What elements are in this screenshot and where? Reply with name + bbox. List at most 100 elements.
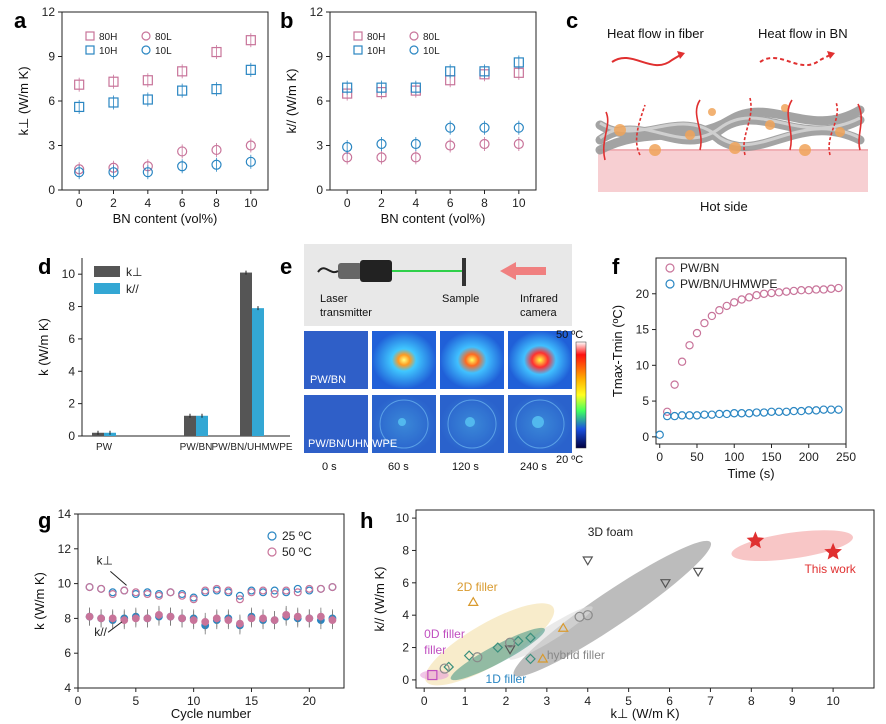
data-point-10L bbox=[74, 167, 85, 178]
data-point-10L bbox=[513, 122, 524, 133]
scale-max-label: 50 ºC bbox=[556, 329, 583, 341]
x-tick-label: 5 bbox=[132, 694, 139, 708]
data-point-10H bbox=[177, 85, 188, 96]
bn-arrowhead bbox=[827, 51, 835, 59]
y-tick-label: 9 bbox=[48, 50, 55, 64]
y-axis-title: Tmax-Tmin (ºC) bbox=[610, 305, 625, 397]
data-point-PW/BN bbox=[834, 283, 843, 293]
legend-marker-PW/BN/UHMWPE bbox=[665, 279, 675, 289]
data-point-80L bbox=[479, 138, 490, 150]
y-tick-label: 12 bbox=[310, 5, 324, 19]
data-point-hybrid filler bbox=[472, 652, 483, 663]
legend-marker-10H bbox=[85, 45, 95, 55]
thermal-pwbn-240s bbox=[508, 331, 572, 389]
data-point-10L bbox=[108, 167, 119, 178]
y-tick-label: 0 bbox=[316, 183, 323, 197]
data-point-PW/BN bbox=[744, 293, 754, 302]
data-point-10L bbox=[410, 138, 421, 150]
data-point-50 ºC k// bbox=[85, 612, 94, 621]
plot-frame bbox=[655, 257, 847, 445]
data-point-10H bbox=[245, 64, 256, 75]
x-tick-label: 8 bbox=[748, 694, 755, 708]
bn-particles bbox=[614, 104, 845, 156]
data-point-PW/BN bbox=[789, 286, 799, 296]
data-point-PW/BN/UHMWPE bbox=[700, 410, 709, 419]
region-2D filler bbox=[424, 603, 555, 686]
x-tick-label: 6 bbox=[179, 196, 186, 210]
data-point-80H bbox=[74, 79, 85, 90]
y-axis-title: k (W/m K) bbox=[36, 318, 51, 376]
category-label: PW/BN/UHMWPE bbox=[211, 442, 292, 453]
x-tick-label: 4 bbox=[412, 196, 419, 210]
y-tick-label: 3 bbox=[48, 139, 55, 153]
x-tick-label: 1 bbox=[462, 694, 469, 708]
legend-label-PW/BN: PW/BN bbox=[680, 261, 719, 275]
legend-label-10L: 10L bbox=[423, 46, 440, 57]
group-label-3D foam: 3D foam bbox=[588, 525, 633, 539]
data-point-PW/BN bbox=[759, 289, 769, 298]
laser-label: Laser bbox=[320, 293, 348, 305]
data-point-50 ºC k⊥ bbox=[224, 586, 233, 595]
data-point-0D filler bbox=[427, 669, 438, 681]
legend-label-25 ºC: 25 ºC bbox=[282, 529, 312, 543]
data-point-hybrid filler bbox=[504, 637, 516, 648]
scale-min-label: 20 ºC bbox=[556, 454, 583, 466]
panel-label-e: e bbox=[280, 254, 292, 279]
hot-side-substrate bbox=[598, 150, 868, 192]
data-point-PW/BN/UHMWPE bbox=[767, 407, 776, 417]
legend-marker-10L bbox=[409, 45, 419, 55]
x-axis-title: Cycle number bbox=[171, 706, 252, 721]
panel-label-b: b bbox=[280, 8, 293, 33]
data-point-PW/BN/UHMWPE bbox=[804, 406, 813, 415]
legend-marker-80H bbox=[353, 31, 363, 41]
x-tick-label: 150 bbox=[761, 450, 781, 464]
data-point-50 ºC k// bbox=[305, 614, 314, 623]
data-point-PW/BN/UHMWPE bbox=[789, 406, 799, 416]
data-point-50 ºC k⊥ bbox=[108, 590, 117, 599]
data-point-PW/BN/UHMWPE bbox=[826, 405, 836, 414]
data-point-50 ºC k⊥ bbox=[270, 590, 279, 599]
data-point-10L bbox=[142, 167, 153, 178]
data-point-25 ºC k⊥ bbox=[270, 586, 279, 595]
laser-label-2: transmitter bbox=[320, 307, 372, 319]
data-point-50 ºC k⊥ bbox=[235, 595, 244, 604]
x-tick-label: 10 bbox=[826, 694, 840, 708]
data-point-50 ºC k⊥ bbox=[212, 584, 221, 593]
data-point-50 ºC k⊥ bbox=[259, 586, 268, 595]
data-point-3D foam bbox=[692, 567, 704, 578]
data-point-PW/BN/UHMWPE bbox=[782, 407, 791, 417]
data-point-3D foam bbox=[582, 556, 594, 566]
data-point-50 ºC k// bbox=[328, 616, 337, 625]
data-point-80L bbox=[513, 138, 524, 150]
plot-frame bbox=[77, 513, 345, 689]
data-point-hybrid filler bbox=[574, 611, 585, 622]
data-point-80H bbox=[211, 46, 222, 58]
bar-k// bbox=[196, 415, 208, 436]
data-point-80H bbox=[142, 75, 153, 86]
data-point-50 ºC k⊥ bbox=[178, 591, 187, 600]
y-tick-label: 0 bbox=[48, 183, 55, 197]
sample-discs bbox=[379, 399, 565, 449]
data-point-50 ºC k// bbox=[247, 614, 256, 623]
y-tick-label: 0 bbox=[402, 673, 409, 687]
data-point-50 ºC k// bbox=[270, 616, 279, 625]
data-point-3D foam bbox=[504, 645, 516, 655]
y-tick-label: 10 bbox=[58, 577, 72, 591]
data-point-50 ºC k⊥ bbox=[97, 584, 106, 593]
data-point-50 ºC k// bbox=[212, 614, 221, 623]
data-point-10L bbox=[177, 161, 188, 172]
legend-label-80L: 80L bbox=[423, 32, 440, 43]
data-point-PW/BN bbox=[737, 295, 746, 304]
x-tick-label: 2 bbox=[110, 196, 117, 210]
data-point-50 ºC k⊥ bbox=[247, 588, 256, 597]
data-point-PW/BN bbox=[715, 306, 724, 315]
panel-label-d: d bbox=[38, 254, 51, 279]
panel-e-imaging: Laser transmitter Sample Infrared camera… bbox=[304, 244, 587, 473]
data-point-PW/BN bbox=[819, 285, 828, 294]
data-point-PW/BN/UHMWPE bbox=[722, 409, 731, 419]
time-label-3: 240 s bbox=[520, 461, 547, 473]
y-tick-label: 8 bbox=[402, 543, 409, 557]
y-tick-label: 20 bbox=[636, 287, 650, 301]
y-tick-label: 8 bbox=[64, 611, 71, 625]
y-tick-label: 4 bbox=[64, 681, 71, 695]
